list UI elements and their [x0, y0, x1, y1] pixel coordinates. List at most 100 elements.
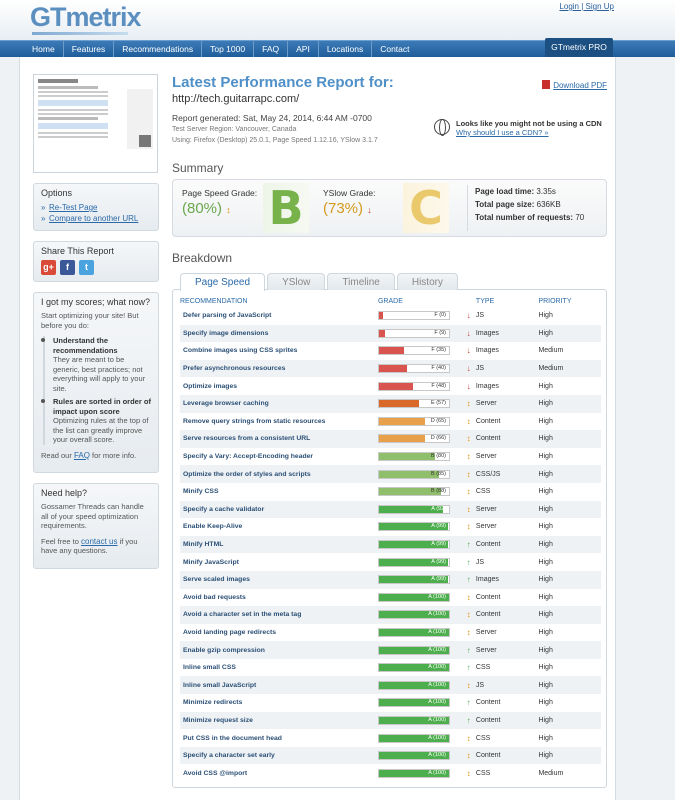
recommendation-name[interactable]: Inline small CSS [183, 664, 236, 672]
table-row[interactable]: Minify HTML A (99) ↑ Content High [180, 535, 601, 554]
gtmetrix-pro-tab[interactable]: GTmetrix PRO [545, 38, 613, 57]
recommendation-name[interactable]: Combine images using CSS sprites [183, 347, 298, 355]
recommendation-name[interactable]: Minimize request size [180, 711, 378, 730]
arrow-up-icon: ↑ [461, 570, 476, 589]
table-row[interactable]: Specify a Vary: Accept-Encoding header B … [180, 448, 601, 466]
faq-link[interactable]: FAQ [73, 450, 90, 460]
table-row[interactable]: Optimize images F (48) ↓ Images High [180, 377, 601, 395]
nav-item-home[interactable]: Home [24, 41, 64, 58]
recommendation-name[interactable]: Inline small JavaScript [180, 676, 378, 695]
col-type[interactable]: TYPE [475, 297, 495, 305]
gtmetrix-logo[interactable]: GTmetrix [30, 2, 142, 38]
col-grade[interactable]: GRADE [377, 297, 403, 305]
table-row[interactable]: Inline small CSS A (100) ↑ CSS High [180, 659, 601, 677]
table-row[interactable]: Minify CSS B (88) ↕ CSS High [180, 483, 601, 501]
table-row[interactable]: Defer parsing of JavaScript F (0) ↓ JS High [180, 307, 601, 325]
recommendation-name[interactable]: Minify HTML [180, 535, 378, 554]
nav-item-top-1000[interactable]: Top 1000 [202, 41, 255, 58]
recommendation-name[interactable]: Specify image dimensions [180, 324, 378, 343]
table-row[interactable]: Avoid a character set in the meta tag A (… [180, 606, 601, 624]
recommendation-name[interactable]: Avoid landing page redirects [183, 628, 277, 636]
tab-yslow[interactable]: YSlow [267, 273, 326, 290]
table-row[interactable]: Optimize the order of styles and scripts… [180, 465, 601, 483]
recommendation-name[interactable]: Minify CSS [183, 488, 219, 496]
nav-item-api[interactable]: API [288, 41, 319, 58]
grade-label: A (100) [428, 593, 446, 600]
recommendation-name[interactable]: Leverage browser caching [180, 394, 378, 413]
thumb-line [38, 95, 108, 97]
table-row[interactable]: Put CSS in the document head A (100) ↕ CSS H… [180, 729, 601, 747]
table-row[interactable]: Minify JavaScript A (99) ↑ JS High [180, 553, 601, 571]
table-row[interactable]: Enable Keep-Alive A (99) ↕ Server High [180, 518, 601, 536]
recommendation-name[interactable]: Specify a character set early [180, 746, 378, 765]
recommendation-name[interactable]: Put CSS in the document head [183, 734, 282, 742]
table-row[interactable]: Inline small JavaScript A (100) ↕ JS High [180, 676, 601, 695]
table-row[interactable]: Remove query strings from static resourc… [180, 413, 601, 431]
tab-history[interactable]: History [396, 273, 458, 290]
col-recommendation[interactable]: RECOMMENDATION [180, 297, 248, 305]
share-box: Share This Report g+ f t [33, 241, 159, 282]
nav-item-features[interactable]: Features [64, 41, 115, 58]
recommendation-name[interactable]: Serve resources from a consistent URL [180, 430, 378, 448]
twitter-icon[interactable]: t [79, 260, 94, 275]
recommendation-name[interactable]: Enable Keep-Alive [183, 523, 243, 531]
nav-item-recommendations[interactable]: Recommendations [114, 41, 203, 58]
nav-item-contact[interactable]: Contact [380, 44, 410, 54]
table-row[interactable]: Serve scaled images A (99) ↑ Images High [180, 570, 601, 589]
recommendation-name[interactable]: Defer parsing of JavaScript [183, 312, 272, 320]
table-row[interactable]: Specify a cache validator A (92) ↕ Server Hi… [180, 500, 601, 519]
recommendation-name[interactable]: Minimize redirects [183, 699, 243, 707]
table-row[interactable]: Prefer asynchronous resources F (40) ↓ JS Me… [180, 359, 601, 378]
compare-link[interactable]: Compare to another URL [49, 213, 151, 224]
login-link[interactable]: Login [559, 2, 579, 11]
facebook-icon[interactable]: f [60, 260, 75, 275]
recommendation-name[interactable]: Prefer asynchronous resources [180, 359, 378, 378]
table-row[interactable]: Specify a character set early A (100) ↕ Con… [180, 746, 601, 765]
recommendation-name[interactable]: Specify a Vary: Accept-Encoding header [183, 453, 314, 461]
table-row[interactable]: Leverage browser caching E (57) ↕ Server Hig… [180, 394, 601, 413]
signup-link[interactable]: Sign Up [585, 2, 614, 11]
nav-item-faq[interactable]: FAQ [254, 41, 289, 58]
col-priority[interactable]: PRIORITY [538, 297, 572, 305]
nav-item-locations[interactable]: Locations [319, 41, 373, 58]
grade-cell: B (88) [377, 483, 461, 501]
recommendation-name[interactable]: Remove query strings from static resourc… [183, 417, 326, 425]
table-row[interactable]: Avoid bad requests A (100) ↕ Content High [180, 589, 601, 607]
cdn-why-link[interactable]: Why should I use a CDN? » [456, 128, 549, 137]
grade-bar-fill [378, 716, 449, 724]
tab-timeline[interactable]: Timeline [327, 273, 395, 290]
account-separator: | [579, 2, 586, 11]
recommendation-name[interactable]: Specify a cache validator [180, 500, 378, 519]
grade-bar: F (0) [377, 311, 450, 321]
report-main: Latest Performance Report for: http://te… [172, 74, 607, 789]
recommendation-name[interactable]: Optimize images [183, 382, 238, 390]
page-size: Total page size: 636KB [475, 198, 584, 211]
grade-bar-fill [378, 611, 449, 619]
recommendation-name[interactable]: Serve scaled images [180, 570, 378, 589]
col-arrow [461, 295, 476, 307]
retest-link[interactable]: Re-Test Page [49, 202, 151, 213]
table-row[interactable]: Minimize request size A (100) ↑ Content High [180, 711, 601, 730]
recommendation-name[interactable]: Enable gzip compression [180, 641, 378, 659]
recommendation-name[interactable]: Minify JavaScript [183, 558, 239, 566]
grade-bar-fill [378, 382, 413, 390]
table-row[interactable]: Combine images using CSS sprites F (35) ↓ I… [180, 342, 601, 360]
grade-label: A (99) [431, 576, 446, 583]
table-row[interactable]: Specify image dimensions F (9) ↓ Images High [180, 324, 601, 343]
page-thumbnail[interactable] [33, 74, 158, 173]
contact-link[interactable]: contact us [81, 536, 118, 546]
grade-cell: A (100) [377, 624, 461, 642]
table-row[interactable]: Enable gzip compression A (100) ↑ Server Hig… [180, 641, 601, 659]
table-row[interactable]: Avoid landing page redirects A (100) ↕ Serv… [180, 624, 601, 642]
recommendation-name[interactable]: Avoid a character set in the meta tag [180, 606, 378, 624]
recommendation-name[interactable]: Avoid CSS @import [183, 769, 248, 777]
recommendation-name[interactable]: Avoid bad requests [183, 593, 246, 601]
page-size-value: 636KB [536, 200, 561, 209]
tab-page-speed[interactable]: Page Speed [180, 273, 266, 291]
google-plus-icon[interactable]: g+ [41, 260, 56, 275]
download-pdf-link[interactable]: Download PDF [542, 80, 607, 90]
table-row[interactable]: Serve resources from a consistent URL D (… [180, 430, 601, 448]
table-row[interactable]: Avoid CSS @import A (100) ↕ CSS Medium [180, 764, 601, 782]
table-row[interactable]: Minimize redirects A (100) ↑ Content High [180, 694, 601, 712]
recommendation-name[interactable]: Optimize the order of styles and scripts [180, 465, 378, 483]
